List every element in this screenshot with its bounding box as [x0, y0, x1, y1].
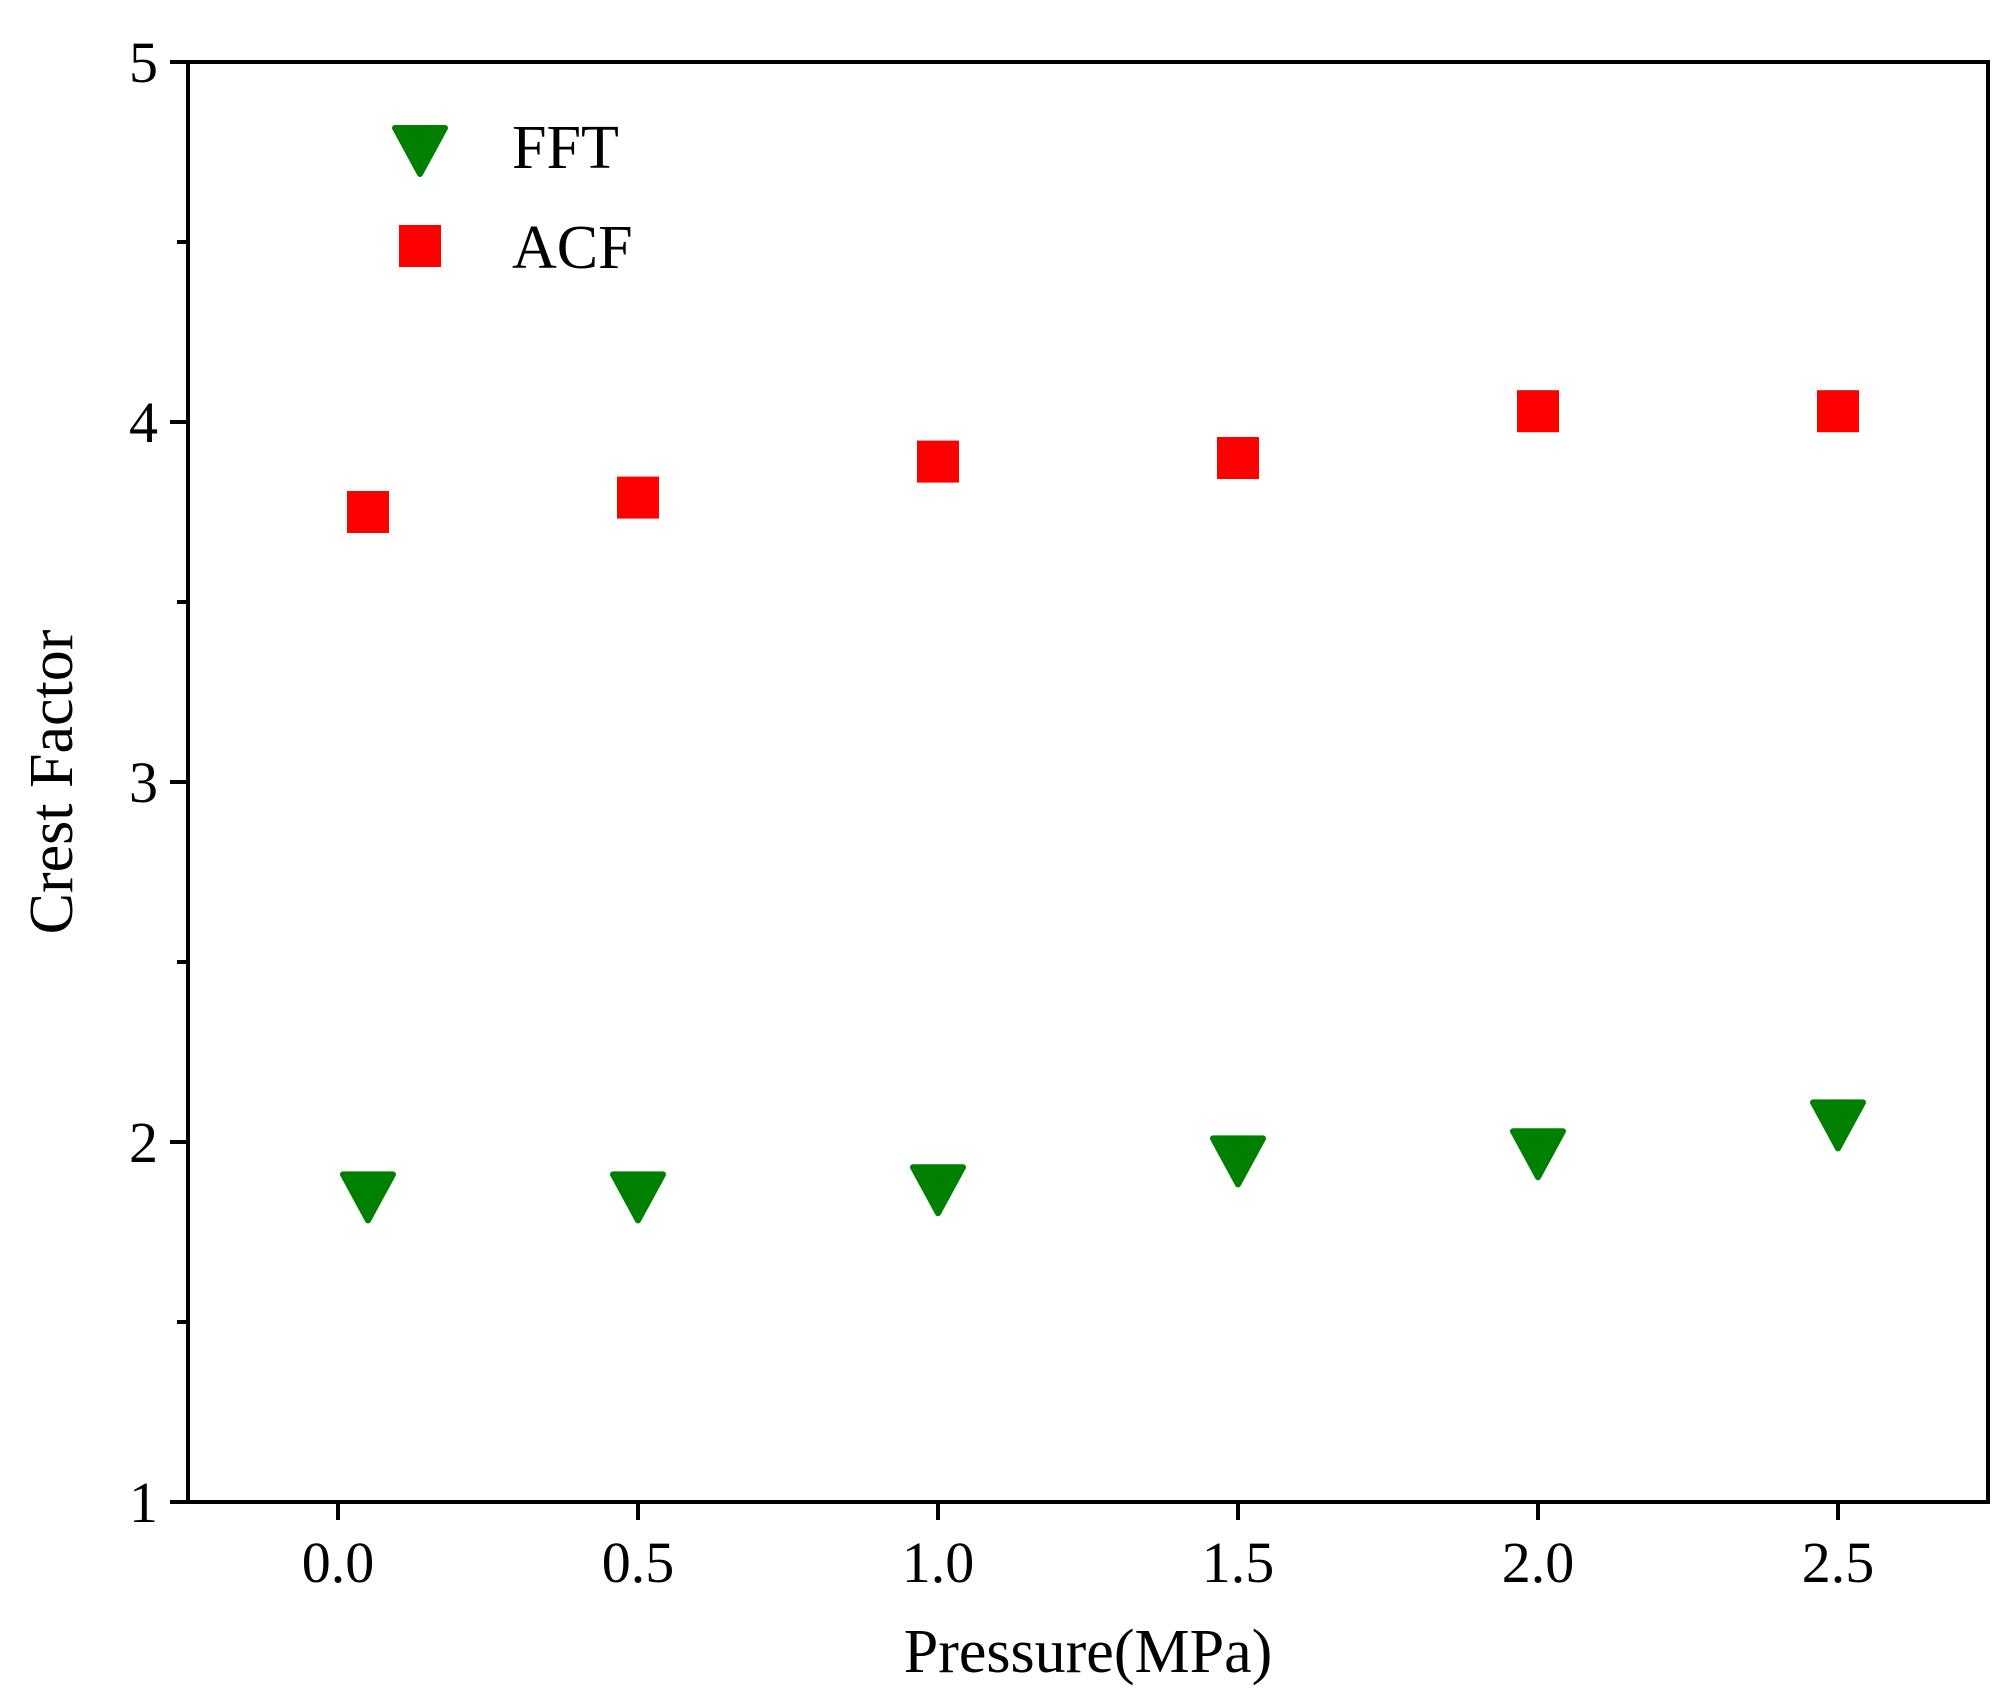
- x-tick-label: 2.0: [1502, 1530, 1575, 1595]
- fft-point: [1210, 1135, 1266, 1188]
- acf-point: [1517, 390, 1559, 433]
- y-tick-label: 4: [129, 390, 158, 455]
- y-tick-label: 5: [129, 30, 158, 95]
- axis-tick-labels: 0.0 0.5 1.0 1.5 2.0 2.5 1 2 3 4 5: [129, 30, 1874, 1595]
- x-tick-label: 1.0: [902, 1530, 975, 1595]
- legend-acf-label: ACF: [512, 214, 633, 282]
- acf-point: [1217, 437, 1259, 479]
- acf-point: [1817, 390, 1859, 433]
- x-tick-label: 1.5: [1202, 1530, 1275, 1595]
- legend-acf-marker: [399, 225, 441, 267]
- acf-point: [347, 491, 389, 533]
- y-tick-label: 1: [129, 1470, 158, 1535]
- legend-fft-marker: [392, 125, 448, 177]
- axis-ticks: [170, 60, 1840, 1520]
- fft-point: [1810, 1099, 1866, 1152]
- legend: FFT ACF: [392, 114, 633, 282]
- x-tick-label: 0.5: [602, 1530, 675, 1595]
- legend-fft-label: FFT: [512, 114, 619, 182]
- acf-point: [617, 476, 659, 519]
- y-axis-title: Crest Factor: [18, 629, 86, 934]
- fft-point: [910, 1164, 966, 1217]
- fft-point: [1510, 1128, 1566, 1181]
- x-axis-title: Pressure(MPa): [904, 1618, 1273, 1686]
- fft-point: [610, 1171, 666, 1224]
- y-tick-label: 3: [129, 750, 158, 815]
- fft-point: [340, 1171, 396, 1224]
- data-points: [340, 390, 1866, 1224]
- x-tick-label: 2.5: [1802, 1530, 1875, 1595]
- x-tick-label: 0.0: [302, 1530, 375, 1595]
- y-tick-label: 2: [129, 1110, 158, 1175]
- acf-point: [917, 440, 959, 483]
